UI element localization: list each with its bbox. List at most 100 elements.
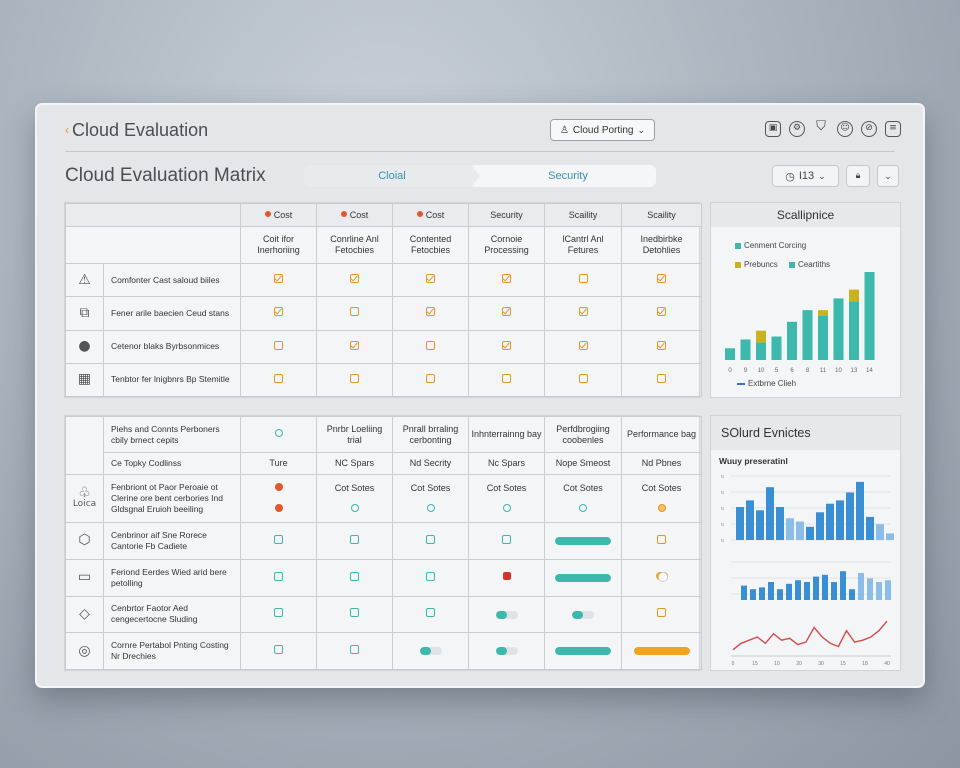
back-chevron-icon[interactable]: ‹ xyxy=(65,123,69,137)
app-title[interactable]: ‹ Cloud Evaluation xyxy=(65,120,208,141)
checked-checkbox[interactable] xyxy=(426,274,435,284)
checkbox[interactable] xyxy=(426,534,435,544)
radio-button-selected[interactable] xyxy=(274,482,283,491)
lock-button[interactable]: 🔒︎ xyxy=(846,165,870,187)
column-subheader: Conrline Anl Fetocbies xyxy=(316,226,393,264)
segment-cloud[interactable]: Cloial xyxy=(304,165,480,187)
radio-button[interactable] xyxy=(274,429,283,437)
radio-button-warning[interactable] xyxy=(657,503,666,512)
checkbox[interactable] xyxy=(426,373,435,383)
checked-checkbox[interactable] xyxy=(502,340,511,350)
radio-button[interactable] xyxy=(350,503,359,512)
checkbox[interactable] xyxy=(274,571,283,581)
matrix-cell xyxy=(316,558,393,597)
progress-bar[interactable] xyxy=(419,647,442,656)
status-indicator[interactable] xyxy=(502,572,511,581)
matrix-cell xyxy=(316,296,393,331)
progress-bar[interactable] xyxy=(572,610,594,619)
status-dot xyxy=(416,210,423,217)
column-subheader: Cornoie Processing xyxy=(468,226,545,264)
checked-checkbox[interactable] xyxy=(274,307,283,317)
top-matrix-panel: Cost Cost Cost Security Scaility Scaility Coit… xyxy=(64,202,702,398)
bar xyxy=(849,589,855,600)
checkbox[interactable] xyxy=(274,534,283,544)
matrix-cell xyxy=(468,262,545,298)
settings-icon[interactable]: ⚙ xyxy=(789,121,805,137)
checkbox[interactable] xyxy=(274,645,283,655)
progress-bar[interactable] xyxy=(555,537,611,545)
radio-button[interactable] xyxy=(426,503,435,512)
bar xyxy=(831,582,837,600)
user-dropdown-button[interactable]: ♙ Cloud Porting ⌄ xyxy=(550,119,655,141)
checkbox[interactable] xyxy=(502,373,511,383)
column-subheader: Nope Smeost xyxy=(544,452,622,475)
column-header-label: Scaility xyxy=(568,209,598,220)
bar xyxy=(777,589,783,600)
checked-checkbox[interactable] xyxy=(657,307,666,317)
secondary-bar-chart xyxy=(731,561,891,600)
checkbox[interactable] xyxy=(657,534,666,544)
checkbox[interactable] xyxy=(350,534,359,544)
tick-label: 11 xyxy=(820,368,827,374)
checked-checkbox[interactable] xyxy=(578,340,588,350)
user-icon[interactable]: ☺ xyxy=(837,121,853,137)
checked-checkbox[interactable] xyxy=(426,307,435,317)
document-icon[interactable]: ≡ xyxy=(885,121,901,137)
checked-checkbox[interactable] xyxy=(657,340,666,350)
checkbox[interactable] xyxy=(578,274,588,284)
shield-icon: ◇ xyxy=(65,595,104,634)
toggle-switch[interactable] xyxy=(655,572,668,583)
checkbox[interactable] xyxy=(657,373,666,383)
checked-checkbox[interactable] xyxy=(578,307,588,317)
filter-icon[interactable]: ⛉ xyxy=(816,119,826,134)
tick-label: 14 xyxy=(866,368,873,374)
checkbox[interactable] xyxy=(578,373,588,383)
checkbox[interactable] xyxy=(350,645,359,655)
checkbox[interactable] xyxy=(426,340,435,350)
matrix-cell xyxy=(316,262,393,298)
checked-checkbox[interactable] xyxy=(350,340,359,350)
checkbox[interactable] xyxy=(426,608,435,618)
tick-label: 10 xyxy=(758,368,765,374)
checkbox[interactable] xyxy=(274,373,283,383)
checked-checkbox[interactable] xyxy=(657,274,666,284)
checkbox[interactable] xyxy=(350,307,359,317)
version-select[interactable]: ◷ I13 ⌄ xyxy=(772,165,839,187)
checkbox[interactable] xyxy=(502,534,511,544)
expand-button[interactable]: ⌄ xyxy=(877,165,899,187)
checkbox[interactable] xyxy=(274,340,283,350)
matrix-cell xyxy=(392,632,469,670)
column-header-label: Cost xyxy=(425,209,445,220)
checkbox[interactable] xyxy=(350,608,359,618)
progress-bar[interactable] xyxy=(633,647,690,656)
radio-button[interactable] xyxy=(579,503,587,512)
checkbox[interactable] xyxy=(657,608,666,618)
y-tick-label: o xyxy=(721,474,724,480)
checked-checkbox[interactable] xyxy=(502,274,511,284)
checked-checkbox[interactable] xyxy=(502,307,511,317)
progress-bar[interactable] xyxy=(555,647,611,656)
checkbox[interactable] xyxy=(274,608,283,618)
column-header-label: Cost xyxy=(273,209,293,220)
checked-checkbox[interactable] xyxy=(274,274,283,284)
column-subheader: lCantrl Anl Fetures xyxy=(544,226,622,264)
segment-security[interactable]: Security xyxy=(548,170,588,182)
compass-icon[interactable]: ⊘ xyxy=(861,121,877,137)
bar xyxy=(756,510,764,540)
matrix-cell xyxy=(544,262,622,298)
x-tick-label: 15 xyxy=(752,661,758,667)
row-label: Cenbrinor aif Sne Rorece Cantorie Fb Cad… xyxy=(103,522,241,560)
column-subheader: Nc Spars xyxy=(468,452,545,475)
checkbox[interactable] xyxy=(350,571,359,581)
radio-button-selected[interactable] xyxy=(274,503,283,512)
checkbox[interactable] xyxy=(350,373,359,383)
chart-subtitle: Wuuy preseratinl xyxy=(719,456,788,466)
checkbox[interactable] xyxy=(426,571,435,581)
progress-bar[interactable] xyxy=(495,610,518,619)
progress-bar[interactable] xyxy=(555,573,611,582)
box-icon[interactable]: ▣ xyxy=(765,121,781,137)
checked-checkbox[interactable] xyxy=(350,274,359,284)
radio-button[interactable] xyxy=(502,503,511,512)
bar xyxy=(867,578,873,600)
progress-bar[interactable] xyxy=(495,647,518,656)
